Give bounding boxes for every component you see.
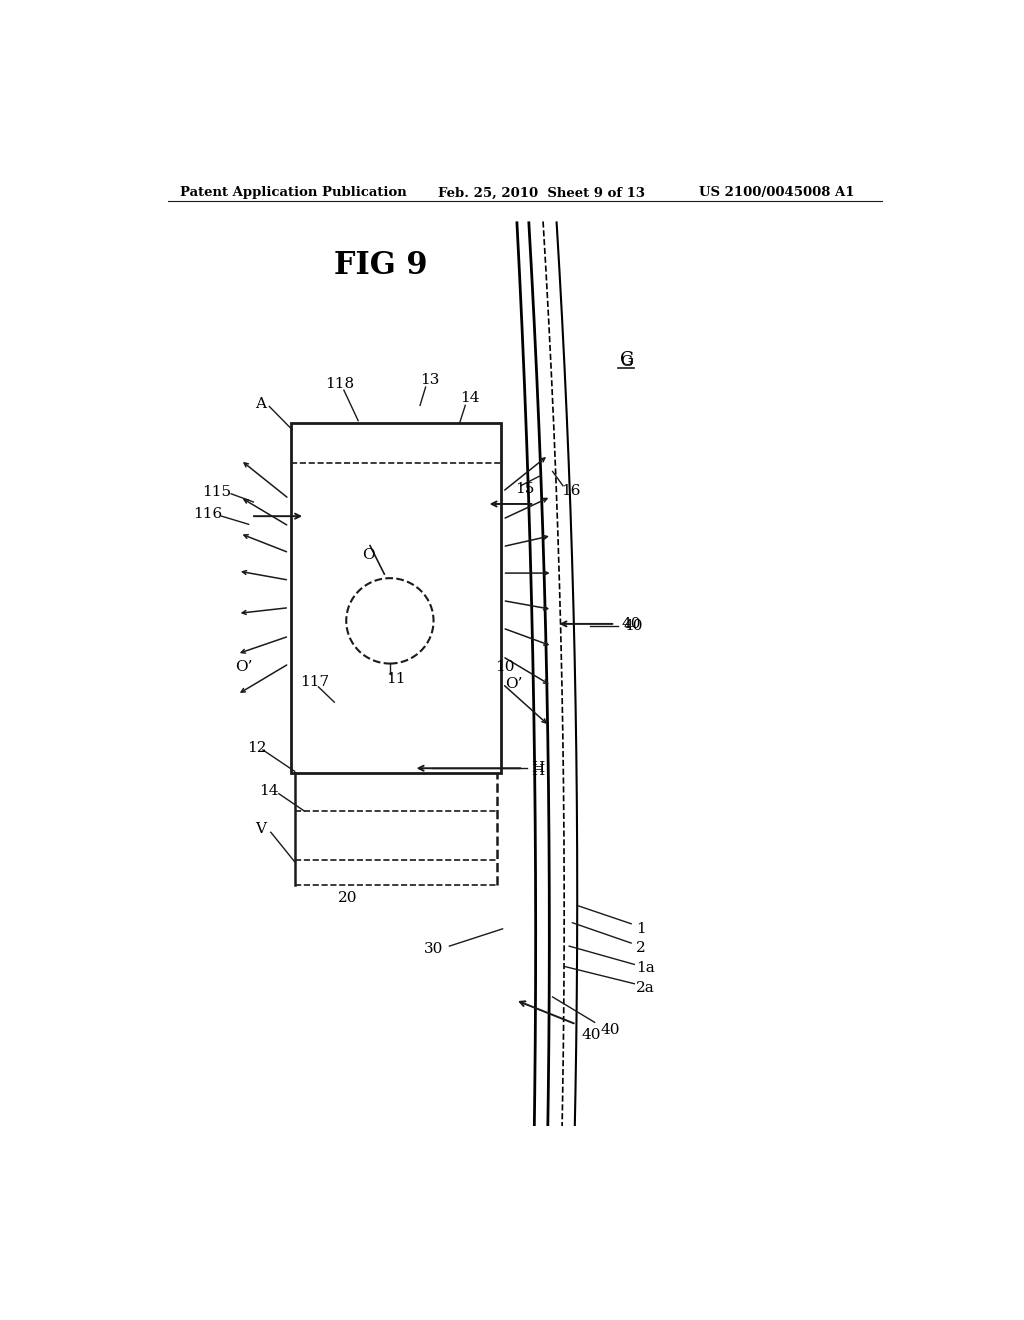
Text: 118: 118 — [325, 378, 354, 391]
Ellipse shape — [346, 578, 433, 664]
Bar — [291, 422, 501, 774]
Text: 13: 13 — [420, 374, 439, 387]
Text: 1: 1 — [636, 921, 646, 936]
Text: A: A — [255, 397, 266, 412]
Text: 115: 115 — [202, 484, 231, 499]
Text: O’: O’ — [236, 660, 253, 673]
Text: FIG 9: FIG 9 — [334, 249, 428, 281]
Text: H: H — [531, 762, 545, 775]
Text: 30: 30 — [424, 942, 443, 956]
Text: O: O — [362, 548, 375, 562]
Text: 14: 14 — [259, 784, 279, 797]
Text: 2: 2 — [636, 941, 646, 956]
Text: 14: 14 — [460, 391, 479, 405]
Text: 20: 20 — [338, 891, 357, 906]
Text: O’: O’ — [505, 677, 522, 690]
Text: 16: 16 — [561, 483, 581, 498]
Text: H: H — [531, 764, 545, 779]
Text: 40: 40 — [582, 1027, 601, 1041]
Text: 11: 11 — [386, 672, 406, 686]
Text: 15: 15 — [515, 482, 535, 496]
Text: 40: 40 — [624, 619, 643, 634]
Text: 40: 40 — [622, 616, 641, 631]
Text: 116: 116 — [194, 507, 222, 521]
Text: 1a: 1a — [636, 961, 654, 975]
Text: US 2100/0045008 A1: US 2100/0045008 A1 — [699, 186, 855, 199]
Text: G: G — [620, 355, 632, 368]
Text: 40: 40 — [600, 1023, 620, 1038]
Text: 2a: 2a — [636, 981, 654, 995]
Text: 117: 117 — [300, 675, 330, 689]
Text: 10: 10 — [495, 660, 514, 673]
Text: Feb. 25, 2010  Sheet 9 of 13: Feb. 25, 2010 Sheet 9 of 13 — [437, 186, 644, 199]
Text: 12: 12 — [247, 741, 266, 755]
Text: V: V — [255, 822, 266, 837]
Text: Patent Application Publication: Patent Application Publication — [179, 186, 407, 199]
Text: G: G — [620, 351, 634, 368]
